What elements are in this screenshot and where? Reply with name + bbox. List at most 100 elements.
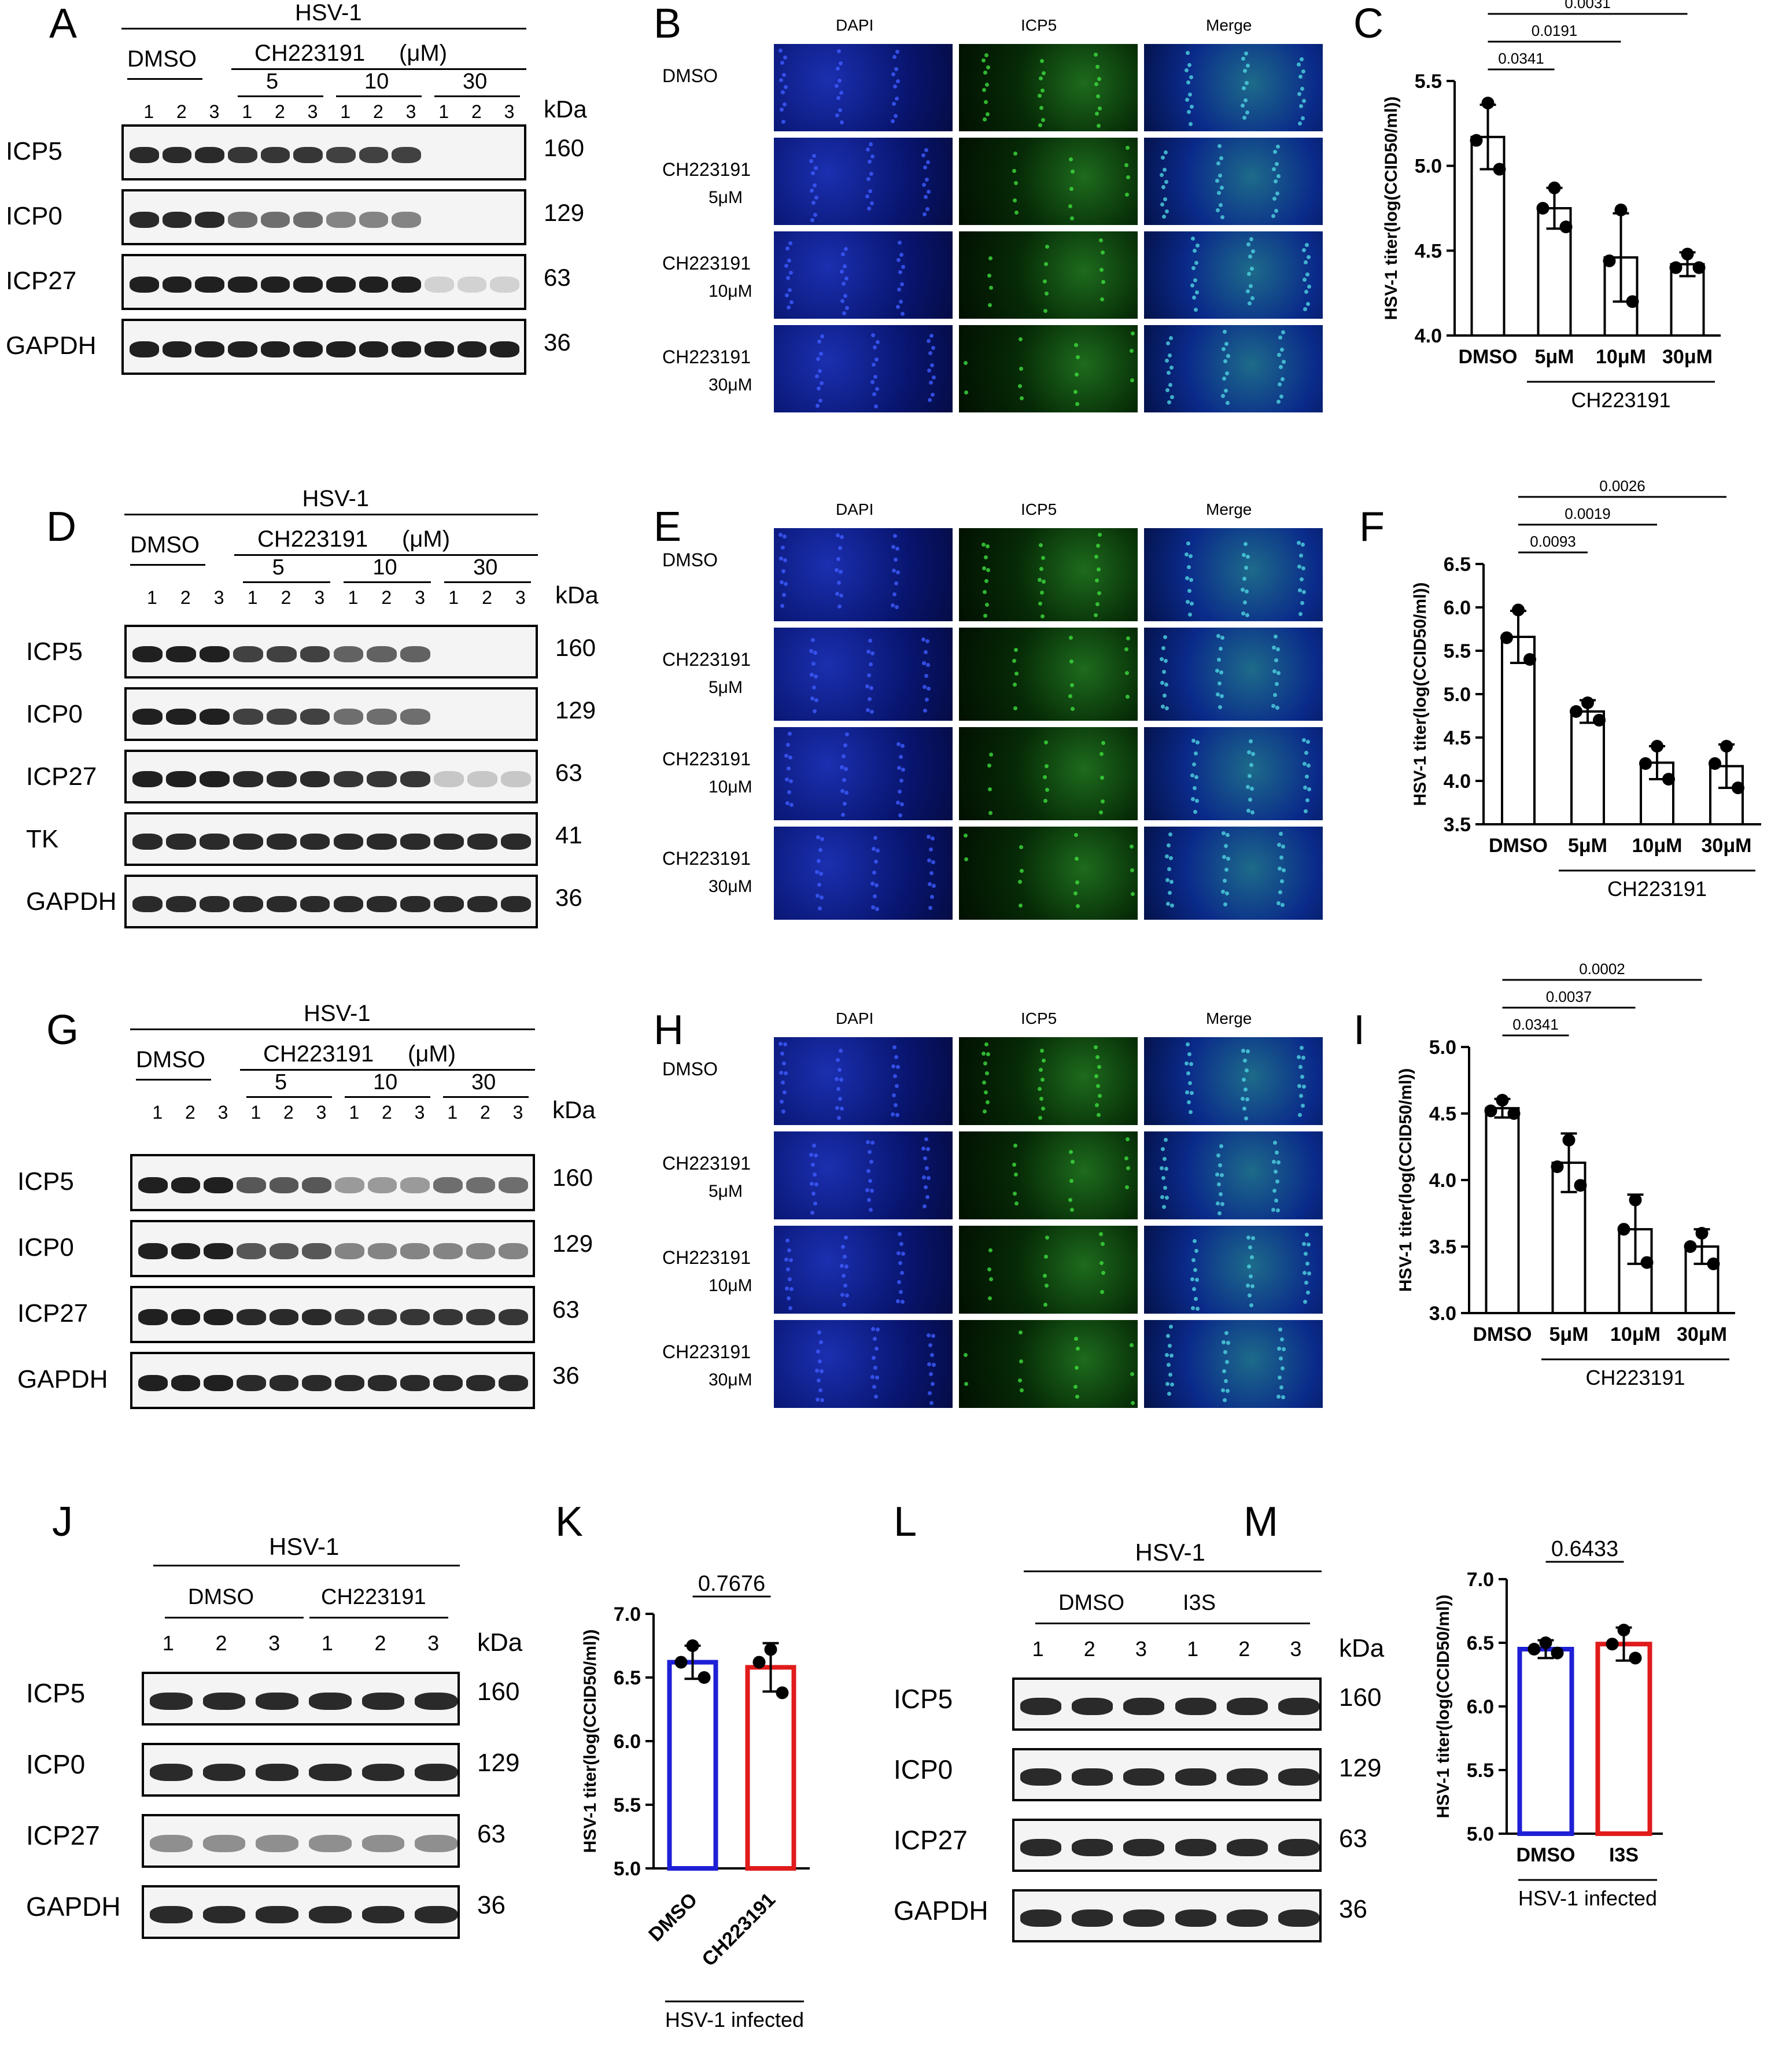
micro-column-label: DAPI (836, 500, 874, 518)
cell-dot (1248, 774, 1252, 778)
micrograph-tile (772, 725, 954, 822)
cell-dot (1101, 1242, 1105, 1246)
cell-dot (1246, 1049, 1250, 1053)
cell-dot (1249, 237, 1253, 241)
cell-dot (1100, 268, 1104, 272)
cell-dot (818, 369, 822, 373)
blot-lane-number: 2 (482, 587, 492, 608)
cell-dot (901, 1252, 905, 1256)
cell-dot (836, 533, 840, 537)
cell-dot (1279, 832, 1283, 836)
blot-drug-line (1171, 1623, 1310, 1624)
cell-dot (964, 834, 968, 838)
cell-dot (1305, 798, 1309, 802)
cell-dot (891, 1064, 895, 1068)
cell-dot (1226, 401, 1230, 405)
cell-dot (985, 1071, 989, 1075)
blot-band (400, 895, 431, 912)
cell-dot (1250, 267, 1254, 271)
cell-dot (1168, 353, 1172, 357)
data-point (1603, 254, 1616, 267)
cell-dot (1300, 57, 1304, 61)
cell-dot (1194, 308, 1198, 312)
cell-dot (1193, 786, 1197, 790)
y-axis-label: HSV-1 titer(log(CCID50/ml)) (1411, 582, 1430, 806)
blot-band (162, 276, 192, 293)
blot-band (499, 1374, 528, 1391)
blot-band (293, 341, 323, 357)
cell-dot (810, 673, 814, 677)
cell-dot (1101, 1271, 1105, 1275)
cell-dot (843, 802, 847, 806)
cell-dot (818, 1359, 822, 1363)
cell-dot (1242, 553, 1246, 557)
cell-dot (1160, 1195, 1164, 1199)
cell-dot (1302, 590, 1306, 594)
cell-dot (927, 687, 931, 691)
bar (667, 1660, 718, 1871)
cell-dot (1304, 809, 1308, 813)
cell-dot (1186, 80, 1190, 84)
blot-band (392, 146, 421, 163)
blot-band (1226, 1839, 1268, 1856)
cell-dot (1297, 1055, 1301, 1059)
cell-dot (835, 84, 839, 88)
blot-protein-label: ICP0 (26, 1749, 86, 1779)
blot-lane-number: 2 (275, 101, 285, 122)
cell-dot (872, 871, 876, 875)
cell-dot (786, 276, 790, 280)
cell-dot (874, 1395, 878, 1399)
blot-lane-number: 1 (348, 587, 359, 608)
blot-band (199, 833, 230, 850)
blot-band (132, 708, 163, 725)
cell-dot (983, 117, 987, 121)
cell-dot (812, 685, 816, 690)
blot-band (237, 1177, 266, 1193)
blot-lane-number: 1 (321, 1631, 333, 1655)
cell-dot (1247, 272, 1251, 276)
y-tick-label: 3.5 (1429, 1236, 1456, 1258)
cell-dot (1299, 554, 1303, 558)
cell-dot (868, 639, 872, 643)
cell-dot (964, 857, 968, 861)
blot-band (233, 770, 263, 787)
y-tick-label: 6.5 (1444, 554, 1471, 576)
blot-band (1072, 1768, 1113, 1786)
cell-dot (810, 218, 814, 222)
cell-dot (1169, 880, 1174, 884)
cell-dot (1095, 1103, 1099, 1107)
cell-dot (780, 580, 784, 584)
x-tick-label: 10μM (1596, 346, 1646, 368)
cell-dot (1020, 396, 1024, 400)
cell-dot (870, 710, 874, 714)
cell-dot (1131, 892, 1135, 896)
data-point (1709, 757, 1721, 770)
cell-dot (1043, 799, 1047, 803)
cell-dot (1160, 1166, 1164, 1170)
cell-dot (818, 1388, 822, 1392)
micrograph-tile (772, 825, 954, 921)
cell-dot (1069, 659, 1073, 663)
cell-dot (1275, 1179, 1279, 1184)
blot-band (233, 833, 263, 850)
cell-dot (932, 884, 936, 888)
cell-dot (1216, 1201, 1220, 1205)
cell-dot (983, 1109, 987, 1114)
blot-band (361, 1834, 405, 1852)
blot-band (425, 276, 454, 293)
blot-band (162, 146, 192, 163)
cell-dot (1098, 1094, 1102, 1098)
cell-dot (1216, 1153, 1220, 1157)
blot-band (1123, 1768, 1165, 1786)
cell-dot (1094, 613, 1098, 617)
cell-dot (1075, 373, 1079, 377)
cell-dot (1130, 1343, 1134, 1347)
cell-dot (1165, 359, 1169, 363)
cell-dot (1222, 347, 1226, 351)
cell-dot (987, 1267, 991, 1271)
cell-dot (901, 265, 905, 269)
cell-dot (989, 286, 993, 290)
p-value: 0.0341 (1498, 50, 1544, 67)
cell-dot (1013, 198, 1017, 202)
cell-dot (1251, 752, 1255, 756)
